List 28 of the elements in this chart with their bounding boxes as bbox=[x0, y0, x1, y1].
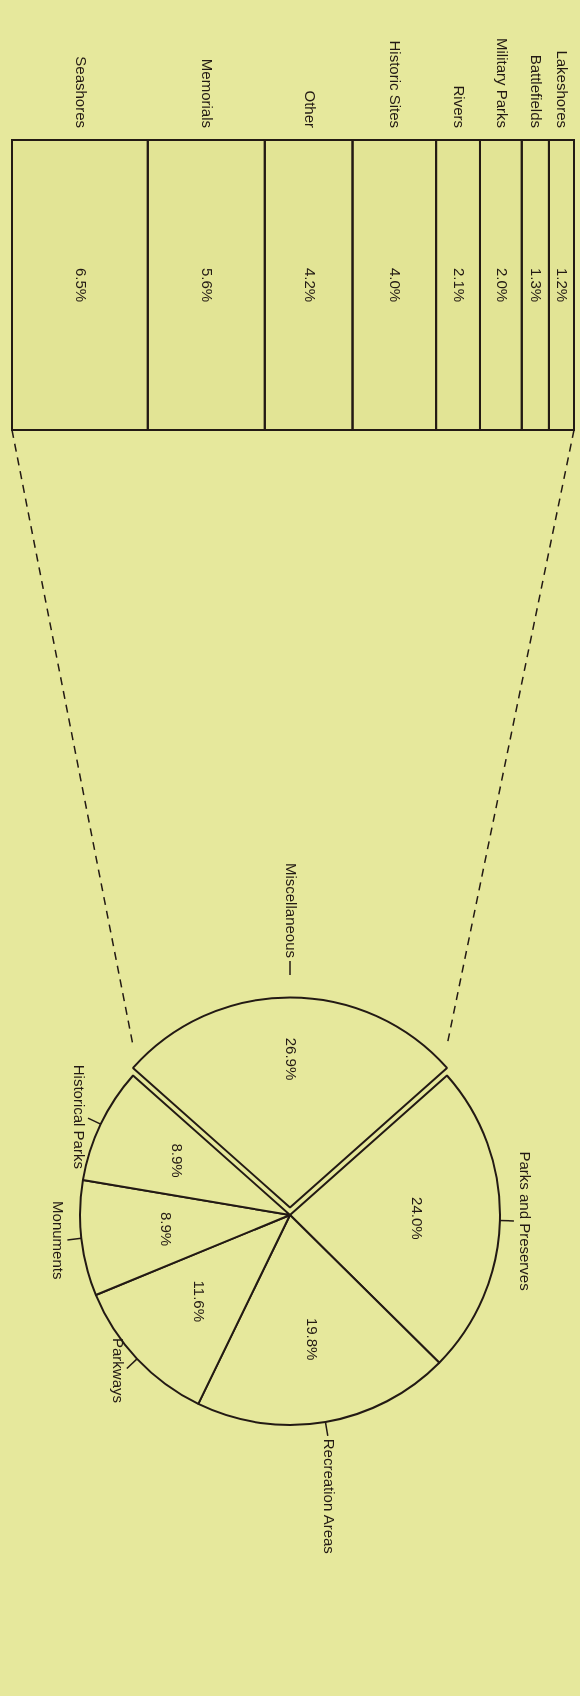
data-label: 19.8% bbox=[304, 1317, 322, 1361]
text: Other bbox=[301, 90, 319, 128]
data-label: 2.1% bbox=[450, 267, 468, 303]
data-label: 1.3% bbox=[528, 267, 546, 303]
data-label: 11.6% bbox=[191, 1280, 209, 1323]
slice-label: Recreation Areas bbox=[321, 1438, 339, 1554]
data-label: 26.9% bbox=[282, 1037, 300, 1081]
slice-label: Historical Parks bbox=[70, 1064, 88, 1169]
data-label: 4.2% bbox=[301, 267, 319, 303]
text: Historic Sites bbox=[387, 40, 405, 128]
data-label: 5.6% bbox=[199, 267, 217, 303]
data-label: 24.0% bbox=[408, 1197, 426, 1240]
data-label: 2.0% bbox=[493, 267, 511, 303]
data-label: 8.9% bbox=[169, 1143, 187, 1178]
slice-label: Parks and Preserves bbox=[517, 1151, 535, 1291]
text: Military Parks bbox=[493, 37, 511, 128]
slice-label: Monuments bbox=[49, 1201, 67, 1280]
text: Lakeshores bbox=[554, 50, 572, 128]
slice-label: Parkways bbox=[110, 1338, 128, 1404]
data-label: 6.5% bbox=[72, 267, 90, 303]
text: Memorials bbox=[199, 58, 217, 128]
data-label: 8.9% bbox=[157, 1211, 175, 1247]
data-label: 1.2% bbox=[554, 267, 572, 303]
text: Seashores bbox=[72, 56, 90, 128]
text: Rivers bbox=[450, 85, 468, 128]
data-label: 4.0% bbox=[387, 267, 405, 303]
text: Battlefields bbox=[528, 54, 546, 128]
slice-label: Miscellaneous bbox=[282, 862, 300, 958]
